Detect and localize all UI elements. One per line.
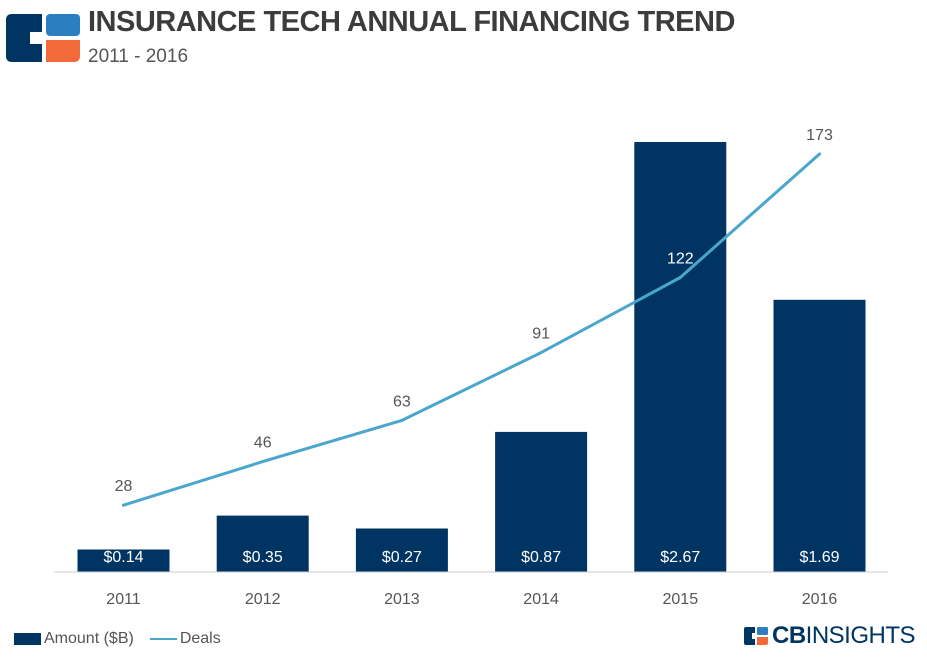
deals-label-2014: 91 <box>532 326 550 343</box>
deals-point-2015 <box>678 276 682 279</box>
amount-bar-labels: $0.14 $0.35 $0.27 $0.87 $2.67 $1.69 <box>103 549 839 566</box>
x-tick-2013: 2013 <box>384 591 420 608</box>
deals-labels: 28 46 63 91 122 173 <box>115 127 833 495</box>
bar-label-2011: $0.14 <box>103 549 143 566</box>
legend-deals-label: Deals <box>179 630 221 647</box>
deals-label-2016: 173 <box>806 127 833 144</box>
chart-subtitle: 2011 - 2016 <box>88 46 189 67</box>
bar-2013 <box>355 528 448 572</box>
x-tick-2015: 2015 <box>663 591 699 608</box>
deals-point-2016 <box>818 152 821 156</box>
deals-point-2012 <box>261 460 265 464</box>
x-tick-2012: 2012 <box>245 591 281 608</box>
deals-label-2013: 63 <box>393 393 411 410</box>
bar-2014 <box>495 431 588 572</box>
deals-line <box>122 152 821 507</box>
bar-label-2013: $0.27 <box>382 549 422 566</box>
bar-2016 <box>773 299 866 572</box>
bar-label-2012: $0.35 <box>243 549 283 566</box>
deals-label-2015: 122 <box>667 251 694 268</box>
x-tick-2011: 2011 <box>106 591 141 608</box>
deals-point-2011 <box>122 503 125 507</box>
x-tick-2016: 2016 <box>802 591 838 608</box>
bar-2012 <box>216 515 309 572</box>
deals-line-layer <box>122 152 821 507</box>
deals-label-2011: 28 <box>115 478 133 495</box>
legend-amount-label: Amount ($B) <box>44 630 134 647</box>
legend-deals-swatch <box>149 638 177 640</box>
chart-title: INSURANCE TECH ANNUAL FINANCING TREND <box>88 6 735 38</box>
bar-2011 <box>77 549 170 572</box>
x-axis-tick-labels: 2011 2012 2013 2014 2015 2016 <box>106 591 837 608</box>
amount-bars <box>77 142 866 572</box>
deals-point-2013 <box>400 418 404 422</box>
legend-amount-swatch <box>14 633 41 645</box>
deals-point-2014 <box>539 351 543 355</box>
legend: Amount ($B) Deals <box>14 628 221 650</box>
brand-insights: INSIGHTS <box>805 622 916 649</box>
bar-label-2014: $0.87 <box>521 549 561 566</box>
bar-2015 <box>634 142 727 572</box>
cb-insights-logo <box>6 14 80 62</box>
brand-mark-icon <box>743 627 768 645</box>
deals-label-2012: 46 <box>254 435 272 452</box>
bar-label-2015: $2.67 <box>660 549 700 566</box>
brand-wordmark: CB INSIGHTS <box>743 622 916 650</box>
x-tick-2014: 2014 <box>523 591 559 608</box>
bar-label-2016: $1.69 <box>799 549 839 566</box>
brand-cb: CB <box>771 622 806 649</box>
